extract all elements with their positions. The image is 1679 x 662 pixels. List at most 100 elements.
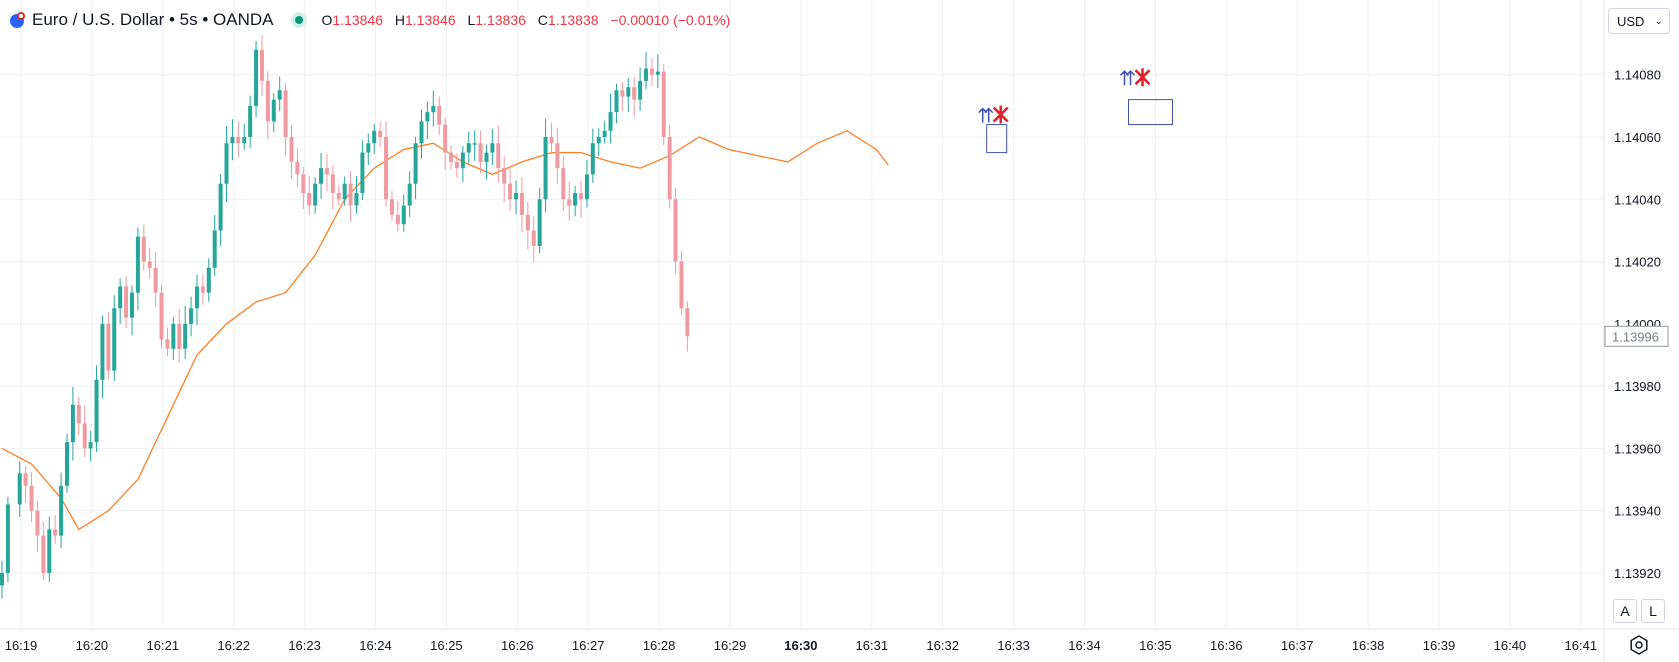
moving-average-line <box>1 130 889 531</box>
candle-body <box>519 193 524 215</box>
candle-body <box>242 137 247 144</box>
candle-body <box>661 71 666 138</box>
candle-body <box>626 87 631 97</box>
candle-body <box>153 267 158 293</box>
candle-body <box>484 152 489 162</box>
market-status-icon[interactable] <box>291 12 308 28</box>
ohlc-values: O1.13846 H1.13846 L1.13836 C1.13838 −0.0… <box>321 12 730 28</box>
candle-body <box>454 161 459 169</box>
candle-body <box>64 442 69 486</box>
signal-star-icon <box>992 105 1009 124</box>
moving-average-path <box>1 130 889 531</box>
candle-body <box>460 152 465 169</box>
currency-selector-button[interactable]: USD ⌄ <box>1608 8 1670 34</box>
candle-body <box>118 286 123 309</box>
buy-arrow-icon <box>978 107 994 123</box>
x-tick-label: 16:29 <box>714 638 747 653</box>
candle-body <box>478 143 483 162</box>
candle-body <box>218 183 223 231</box>
candle-body <box>354 193 359 206</box>
candle-body <box>685 308 690 337</box>
ohlc-high-value: 1.13846 <box>405 12 456 28</box>
candle-body <box>549 137 554 144</box>
last-price-label: 1.13996 <box>1612 329 1659 344</box>
candle-body <box>644 68 649 81</box>
candle-body <box>555 143 560 169</box>
y-tick-label: 1.14080 <box>1614 68 1661 83</box>
candle-body <box>413 143 418 184</box>
candle-body <box>389 199 394 215</box>
ohlc-open-value: 1.13846 <box>332 12 383 28</box>
candle-body <box>277 90 282 100</box>
x-tick-label: 16:20 <box>76 638 109 653</box>
buy-arrow-icon <box>1119 70 1136 86</box>
candle-body <box>324 168 329 175</box>
candle-body <box>147 261 152 268</box>
candle-body <box>259 49 264 81</box>
candle-body <box>200 286 205 293</box>
candle-body <box>17 473 22 505</box>
symbol-title[interactable]: Euro / U.S. Dollar • 5s • OANDA <box>32 10 274 29</box>
candle-body <box>525 214 530 231</box>
candle-body <box>395 214 400 225</box>
candle-body <box>112 308 117 371</box>
candle-body <box>29 485 34 511</box>
gear-icon[interactable] <box>1627 633 1651 657</box>
candle-body <box>567 199 572 206</box>
y-tick-label: 1.13960 <box>1614 441 1661 456</box>
signal-box <box>1128 99 1173 126</box>
candle-body <box>189 308 194 324</box>
candle-body <box>449 152 454 162</box>
candle-body <box>265 80 270 122</box>
ohlc-high-label: H <box>394 12 405 28</box>
candle-body <box>271 99 276 122</box>
candle-body <box>76 404 81 424</box>
ohlc-open-label: O <box>321 12 333 28</box>
candle-body <box>596 137 601 144</box>
ohlc-close-value: 1.13838 <box>547 12 599 28</box>
candle-body <box>183 323 188 349</box>
candles <box>0 35 690 599</box>
candle-body <box>135 236 140 293</box>
x-tick-label: 16:38 <box>1352 638 1385 653</box>
candle-body <box>531 230 536 246</box>
candle-body <box>159 292 164 340</box>
candle-body <box>508 183 513 200</box>
candle-body <box>437 105 442 125</box>
ohlc-low-value: 1.13836 <box>475 12 526 28</box>
x-tick-label: 16:31 <box>856 638 889 653</box>
candle-body <box>561 168 566 200</box>
candle-body <box>443 124 448 153</box>
candle-body <box>23 473 28 486</box>
candle-body <box>301 174 306 194</box>
candle-body <box>602 130 607 138</box>
candle-body <box>283 90 288 138</box>
candle-body <box>53 529 58 536</box>
candle-body <box>94 379 99 443</box>
candle-body <box>638 80 643 100</box>
candle-body <box>425 112 430 122</box>
candle-body <box>579 193 584 200</box>
candle-body <box>206 267 211 293</box>
candle-body <box>490 143 495 153</box>
x-tick-label: 16:40 <box>1494 638 1527 653</box>
x-tick-label: 16:35 <box>1139 638 1172 653</box>
log-scale-button[interactable]: L <box>1641 599 1665 623</box>
candle-body <box>230 137 235 144</box>
auto-scale-button[interactable]: A <box>1613 599 1637 623</box>
chart-legend: Euro / U.S. Dollar • 5s • OANDA O1.13846… <box>8 9 730 31</box>
y-tick-label: 1.13920 <box>1614 566 1661 581</box>
candle-body <box>608 112 613 131</box>
candle-body <box>431 105 436 113</box>
candle-body <box>348 183 353 206</box>
x-tick-label: 16:34 <box>1068 638 1101 653</box>
candle-body <box>319 168 324 184</box>
candle-body <box>129 292 134 318</box>
candle-body <box>82 423 87 449</box>
candle-body <box>407 183 412 206</box>
candle-body <box>47 529 52 573</box>
candle-body <box>584 174 589 200</box>
candle-body <box>543 137 548 200</box>
